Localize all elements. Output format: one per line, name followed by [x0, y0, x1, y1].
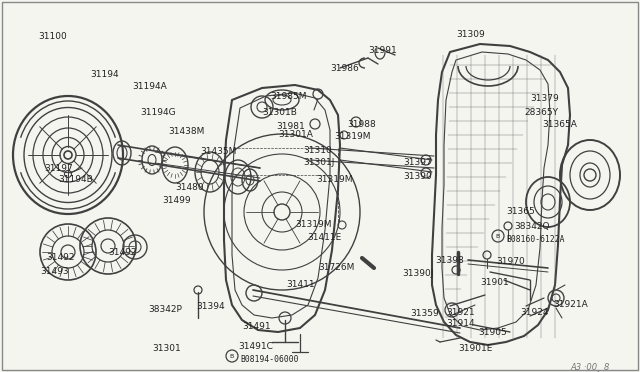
Text: 31379: 31379 — [530, 94, 559, 103]
Text: 31905: 31905 — [478, 328, 507, 337]
Text: 31491: 31491 — [242, 322, 271, 331]
Text: 31924: 31924 — [520, 308, 548, 317]
Text: 31309: 31309 — [456, 30, 484, 39]
Text: 31100: 31100 — [38, 32, 67, 41]
Text: 31398: 31398 — [435, 256, 464, 265]
Text: 31491C: 31491C — [238, 342, 273, 351]
Text: 31365: 31365 — [506, 207, 535, 216]
Text: 31438M: 31438M — [168, 127, 204, 136]
Text: 38342P: 38342P — [148, 305, 182, 314]
Text: 31359: 31359 — [410, 309, 439, 318]
Text: 31986: 31986 — [330, 64, 359, 73]
Text: B08160-6122A: B08160-6122A — [506, 235, 564, 244]
Text: 31480: 31480 — [175, 183, 204, 192]
Text: B: B — [496, 234, 500, 238]
Text: 31301A: 31301A — [278, 130, 313, 139]
Text: 31310: 31310 — [303, 146, 332, 155]
Text: 31301: 31301 — [152, 344, 180, 353]
Text: 31921: 31921 — [446, 308, 475, 317]
Text: 31319M: 31319M — [334, 132, 371, 141]
Text: B: B — [230, 353, 234, 359]
Text: B08194-06000: B08194-06000 — [240, 355, 298, 364]
Text: 31301J: 31301J — [303, 158, 334, 167]
Text: 31914: 31914 — [446, 319, 475, 328]
Text: 31411E: 31411E — [307, 233, 341, 242]
Text: 31435M: 31435M — [200, 147, 236, 156]
Text: 31901E: 31901E — [458, 344, 492, 353]
Text: 31726M: 31726M — [318, 263, 355, 272]
Text: 31194: 31194 — [90, 70, 118, 79]
Text: 31901: 31901 — [480, 278, 509, 287]
Text: 31411: 31411 — [286, 280, 315, 289]
Text: A3 ·00¸ 8: A3 ·00¸ 8 — [570, 362, 609, 371]
Text: 31197: 31197 — [44, 164, 73, 173]
Text: 38342Q: 38342Q — [514, 222, 550, 231]
Text: 31397: 31397 — [403, 158, 432, 167]
Text: 28365Y: 28365Y — [524, 108, 558, 117]
Text: 31194G: 31194G — [140, 108, 175, 117]
Text: 31492: 31492 — [108, 248, 136, 257]
Text: 31390: 31390 — [403, 172, 432, 181]
Text: 31492: 31492 — [46, 253, 74, 262]
Text: 31981: 31981 — [276, 122, 305, 131]
Text: 31319M: 31319M — [316, 175, 353, 184]
Text: 31988: 31988 — [347, 120, 376, 129]
Text: 31493: 31493 — [40, 267, 68, 276]
Text: 31390J: 31390J — [402, 269, 433, 278]
Text: 31319M: 31319M — [295, 220, 332, 229]
Text: 31970: 31970 — [496, 257, 525, 266]
Text: 31985M: 31985M — [270, 92, 307, 101]
Text: 31194A: 31194A — [132, 82, 167, 91]
Text: 31394: 31394 — [196, 302, 225, 311]
Text: 31301B: 31301B — [262, 108, 297, 117]
Text: 31365A: 31365A — [542, 120, 577, 129]
Text: 31991: 31991 — [368, 46, 397, 55]
Text: 31499: 31499 — [162, 196, 191, 205]
Text: 31194B: 31194B — [58, 175, 93, 184]
Text: 31921A: 31921A — [553, 300, 588, 309]
